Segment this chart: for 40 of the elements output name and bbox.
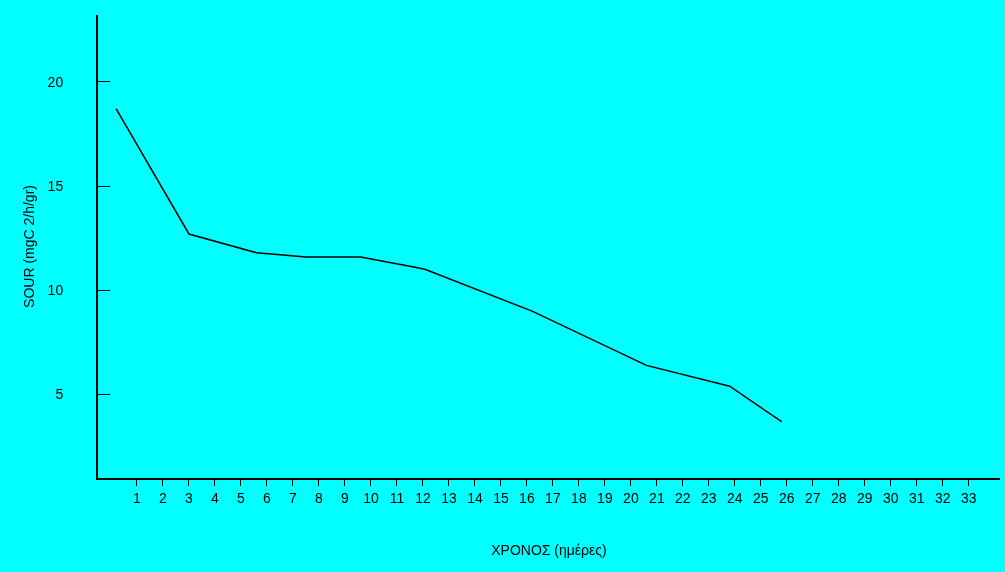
x-tick-label: 26 xyxy=(779,489,795,506)
x-tick-label: 16 xyxy=(519,489,535,506)
x-tick-label: 7 xyxy=(289,489,298,506)
x-tick-label: 27 xyxy=(805,489,821,506)
x-tick-label: 29 xyxy=(857,489,873,506)
x-tick-label: 1 xyxy=(133,489,142,506)
y-tick-label: 5 xyxy=(55,386,64,403)
x-tick-label: 12 xyxy=(415,489,431,506)
x-tick-label: 32 xyxy=(935,489,951,506)
y-axis-title: SOUR (mgC 2/h/gr) xyxy=(20,185,37,308)
x-tick-label: 22 xyxy=(675,489,691,506)
x-tick-label: 17 xyxy=(545,489,561,506)
y-tick-label: 20 xyxy=(47,73,64,90)
x-tick-label: 20 xyxy=(623,489,639,506)
x-tick-label: 2 xyxy=(159,489,168,506)
x-tick-label: 4 xyxy=(211,489,220,506)
x-tick-label: 11 xyxy=(389,489,405,506)
x-tick-label: 30 xyxy=(883,489,899,506)
x-tick-label: 10 xyxy=(363,489,379,506)
x-tick-label: 24 xyxy=(727,489,743,506)
x-tick-label: 19 xyxy=(597,489,613,506)
x-tick-label: 14 xyxy=(467,489,483,506)
x-tick-label: 3 xyxy=(185,489,194,506)
y-tick-label: 10 xyxy=(47,282,64,299)
x-tick-label: 25 xyxy=(753,489,769,506)
x-tick-label: 13 xyxy=(441,489,457,506)
line-series xyxy=(115,108,783,423)
x-tick-label: 5 xyxy=(237,489,246,506)
x-tick-label: 6 xyxy=(263,489,272,506)
x-tick-label: 31 xyxy=(909,489,925,506)
x-tick-label: 33 xyxy=(961,489,977,506)
x-tick-label: 23 xyxy=(701,489,717,506)
x-tick-label: 28 xyxy=(831,489,847,506)
x-tick-label: 9 xyxy=(341,489,350,506)
x-tick-label: 8 xyxy=(315,489,324,506)
x-tick-label: 15 xyxy=(493,489,509,506)
x-axis-title: ΧΡΟΝΟΣ (ημέρες) xyxy=(491,541,607,558)
x-tick-label: 21 xyxy=(649,489,665,506)
y-tick-label: 15 xyxy=(47,177,64,194)
x-tick-label: 18 xyxy=(571,489,587,506)
